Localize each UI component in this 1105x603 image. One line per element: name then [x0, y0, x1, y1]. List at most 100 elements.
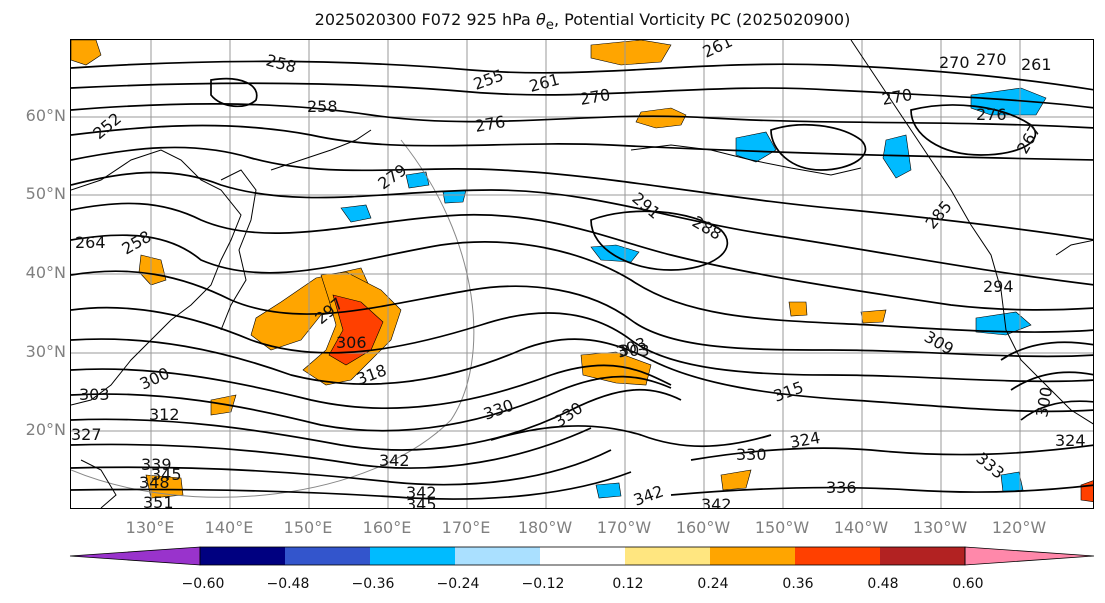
colorbar-segment — [370, 547, 455, 565]
colorbar-tick-label: −0.36 — [351, 576, 395, 592]
pv-area — [590, 244, 640, 263]
pv-area — [405, 171, 430, 189]
contour-label: 291 — [628, 189, 664, 223]
colorbar-tick-label: 0.36 — [782, 576, 814, 592]
contour-line — [590, 210, 729, 271]
lon-label: 150°W — [754, 518, 810, 537]
contour-label: 279 — [374, 160, 410, 193]
colorbar-tick-label: −0.48 — [266, 576, 310, 592]
contour-label: 288 — [689, 212, 725, 244]
contour-label: 351 — [143, 493, 174, 509]
lat-label: 30°N — [25, 342, 66, 361]
colorbar-tick-label: 0.60 — [952, 576, 984, 592]
colorbar-segment — [795, 547, 880, 565]
contour-label: 342 — [379, 451, 410, 470]
title-prefix: 2025020300 F072 925 hPa — [314, 10, 536, 29]
lon-label: 130°W — [912, 518, 968, 537]
colorbar-segment — [200, 547, 285, 565]
contour-line — [71, 471, 632, 500]
lat-label: 20°N — [25, 420, 66, 439]
contour-line — [71, 270, 1093, 358]
contour-label: 270 — [976, 50, 1007, 69]
contour-label: 276 — [976, 105, 1007, 124]
pv-area — [720, 469, 752, 491]
colorbar-tick-label: −0.12 — [521, 576, 565, 592]
contour-line — [71, 146, 1093, 241]
lat-label: 60°N — [25, 106, 66, 125]
contour-label: 276 — [473, 112, 506, 136]
colorbar-tick-label: 0.12 — [612, 576, 644, 592]
pv-area — [1080, 480, 1093, 503]
contour-line — [71, 449, 612, 486]
contour-line — [71, 171, 1093, 286]
pv-area — [71, 40, 102, 66]
lat-label: 50°N — [25, 184, 66, 203]
coastline — [1055, 239, 1093, 256]
contour-line — [71, 124, 1093, 161]
pv-area — [138, 254, 167, 286]
pv-area — [340, 204, 372, 223]
contour-label: 315 — [771, 377, 806, 405]
coastline — [80, 459, 117, 508]
colorbar-segment — [964, 546, 1095, 566]
lon-label: 140°W — [833, 518, 889, 537]
coastline — [71, 149, 242, 406]
map-panel: 258 258 255 261 261 270 270 252 264 258 … — [70, 39, 1094, 509]
contour-label: 270 — [939, 53, 970, 72]
lon-label: 180°W — [517, 518, 573, 537]
lat-label: 40°N — [25, 263, 66, 282]
title-suffix: , Potential Vorticity PC (2025020900) — [553, 10, 851, 29]
contour-label: 285 — [922, 197, 956, 233]
contour-label: 327 — [71, 425, 102, 444]
contour-line — [71, 338, 1093, 413]
map-svg: 258 258 255 261 261 270 270 252 264 258 … — [71, 40, 1093, 509]
colorbar-tick-label: −0.60 — [181, 576, 225, 592]
contour-label: 345 — [406, 495, 437, 509]
contour-label: 336 — [826, 478, 857, 497]
contour-label: 345 — [151, 465, 182, 484]
lon-label: 150°E — [283, 518, 333, 537]
colorbar-segment — [69, 546, 201, 566]
pv-area — [860, 309, 887, 324]
contour-label: 312 — [149, 405, 180, 424]
colorbar — [69, 546, 1095, 566]
coastline — [270, 129, 372, 171]
colorbar-segment — [880, 547, 965, 565]
pv-area — [788, 301, 808, 317]
pv-area — [590, 40, 672, 66]
contour-label: 258 — [119, 227, 155, 259]
pv-area — [635, 107, 687, 129]
colorbar-segment — [710, 547, 795, 565]
contour-line — [490, 425, 772, 448]
contour-line — [770, 124, 867, 171]
graticule — [71, 40, 1093, 508]
contour-label: 261 — [1021, 55, 1052, 74]
colorbar-tick-label: −0.24 — [436, 576, 480, 592]
contour-label: 258 — [307, 97, 338, 116]
contour-label: 252 — [89, 109, 125, 143]
contour-label: 258 — [264, 51, 298, 77]
lon-label: 170°E — [441, 518, 491, 537]
contour-label: 330 — [481, 395, 516, 423]
contour-line — [690, 444, 1093, 461]
contour-line — [71, 103, 1093, 129]
pv-area — [735, 131, 777, 163]
contour-line — [1010, 371, 1093, 391]
contour-line — [71, 60, 1093, 91]
colorbar-segment — [455, 547, 540, 565]
contour-line — [71, 427, 592, 469]
lon-label: 170°W — [596, 518, 652, 537]
contour-line — [670, 484, 1093, 496]
contour-label: 324 — [1055, 431, 1086, 450]
contour-label: 300 — [1032, 385, 1056, 418]
colorbar-segment — [540, 547, 625, 565]
colorbar-segment — [625, 547, 710, 565]
theta-e-contours — [71, 60, 1093, 500]
contour-label: 342 — [701, 495, 732, 509]
map-title: 2025020300 F072 925 hPa θe, Potential Vo… — [0, 10, 1105, 33]
contour-label: 342 — [631, 481, 666, 509]
lon-label: 140°E — [204, 518, 254, 537]
title-theta: θ — [535, 10, 546, 29]
contour-line — [210, 77, 258, 108]
contour-line — [71, 388, 682, 451]
